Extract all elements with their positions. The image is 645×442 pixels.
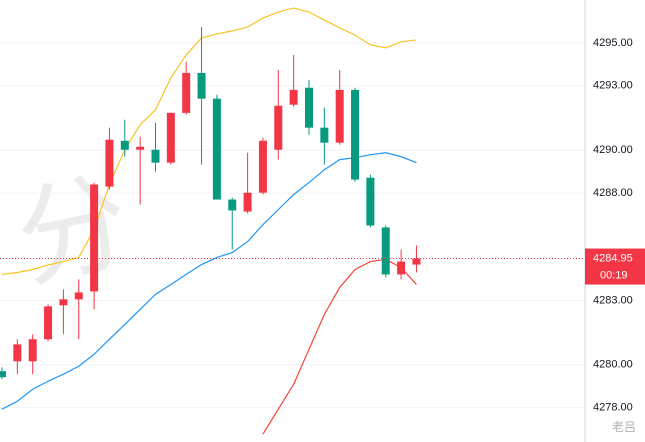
- candle-body: [289, 89, 298, 105]
- y-tick-label: 4293.00: [593, 80, 633, 92]
- candle-body: [381, 227, 390, 275]
- candle-body: [44, 306, 53, 340]
- y-tick-label: 4280.00: [593, 359, 633, 371]
- y-tick-label: 4288.00: [593, 187, 633, 199]
- candle-body: [105, 139, 114, 187]
- countdown-label: 00:19: [600, 269, 628, 281]
- candle-body: [305, 87, 313, 128]
- indicator-line: [1, 7, 417, 276]
- y-tick-label: 4295.00: [593, 37, 633, 49]
- candle-body: [0, 371, 6, 378]
- candle-body: [13, 344, 22, 362]
- last-price-box: [585, 248, 645, 285]
- candle-body: [258, 140, 267, 193]
- candle-body: [320, 127, 329, 143]
- candle-body: [412, 258, 421, 265]
- watermark: 老吕: [612, 420, 636, 434]
- candle-body: [151, 149, 160, 163]
- candle-body: [228, 199, 237, 211]
- indicator-line: [262, 258, 417, 435]
- indicator-line: [1, 152, 417, 410]
- last-price-label: 4284.95: [593, 252, 633, 264]
- candle-body: [59, 299, 68, 306]
- candle-body: [197, 72, 206, 99]
- candle-body: [90, 184, 99, 292]
- y-tick-label: 4278.00: [593, 402, 633, 414]
- candle-body: [120, 140, 129, 150]
- y-tick-label: 4283.00: [593, 294, 633, 306]
- candle-body: [182, 72, 191, 113]
- candle-body: [351, 89, 360, 180]
- candle-body: [212, 98, 221, 200]
- candle-body: [166, 112, 175, 163]
- candle-body: [397, 261, 406, 275]
- candle-body: [28, 339, 37, 362]
- candle-body: [136, 146, 145, 150]
- candle-body: [243, 192, 252, 212]
- background-watermark: 分: [7, 159, 140, 302]
- y-tick-label: 4290.00: [593, 144, 633, 156]
- candle-body: [274, 105, 283, 150]
- candle-body: [335, 89, 344, 143]
- candle-body: [366, 177, 375, 226]
- candle-body: [74, 292, 83, 300]
